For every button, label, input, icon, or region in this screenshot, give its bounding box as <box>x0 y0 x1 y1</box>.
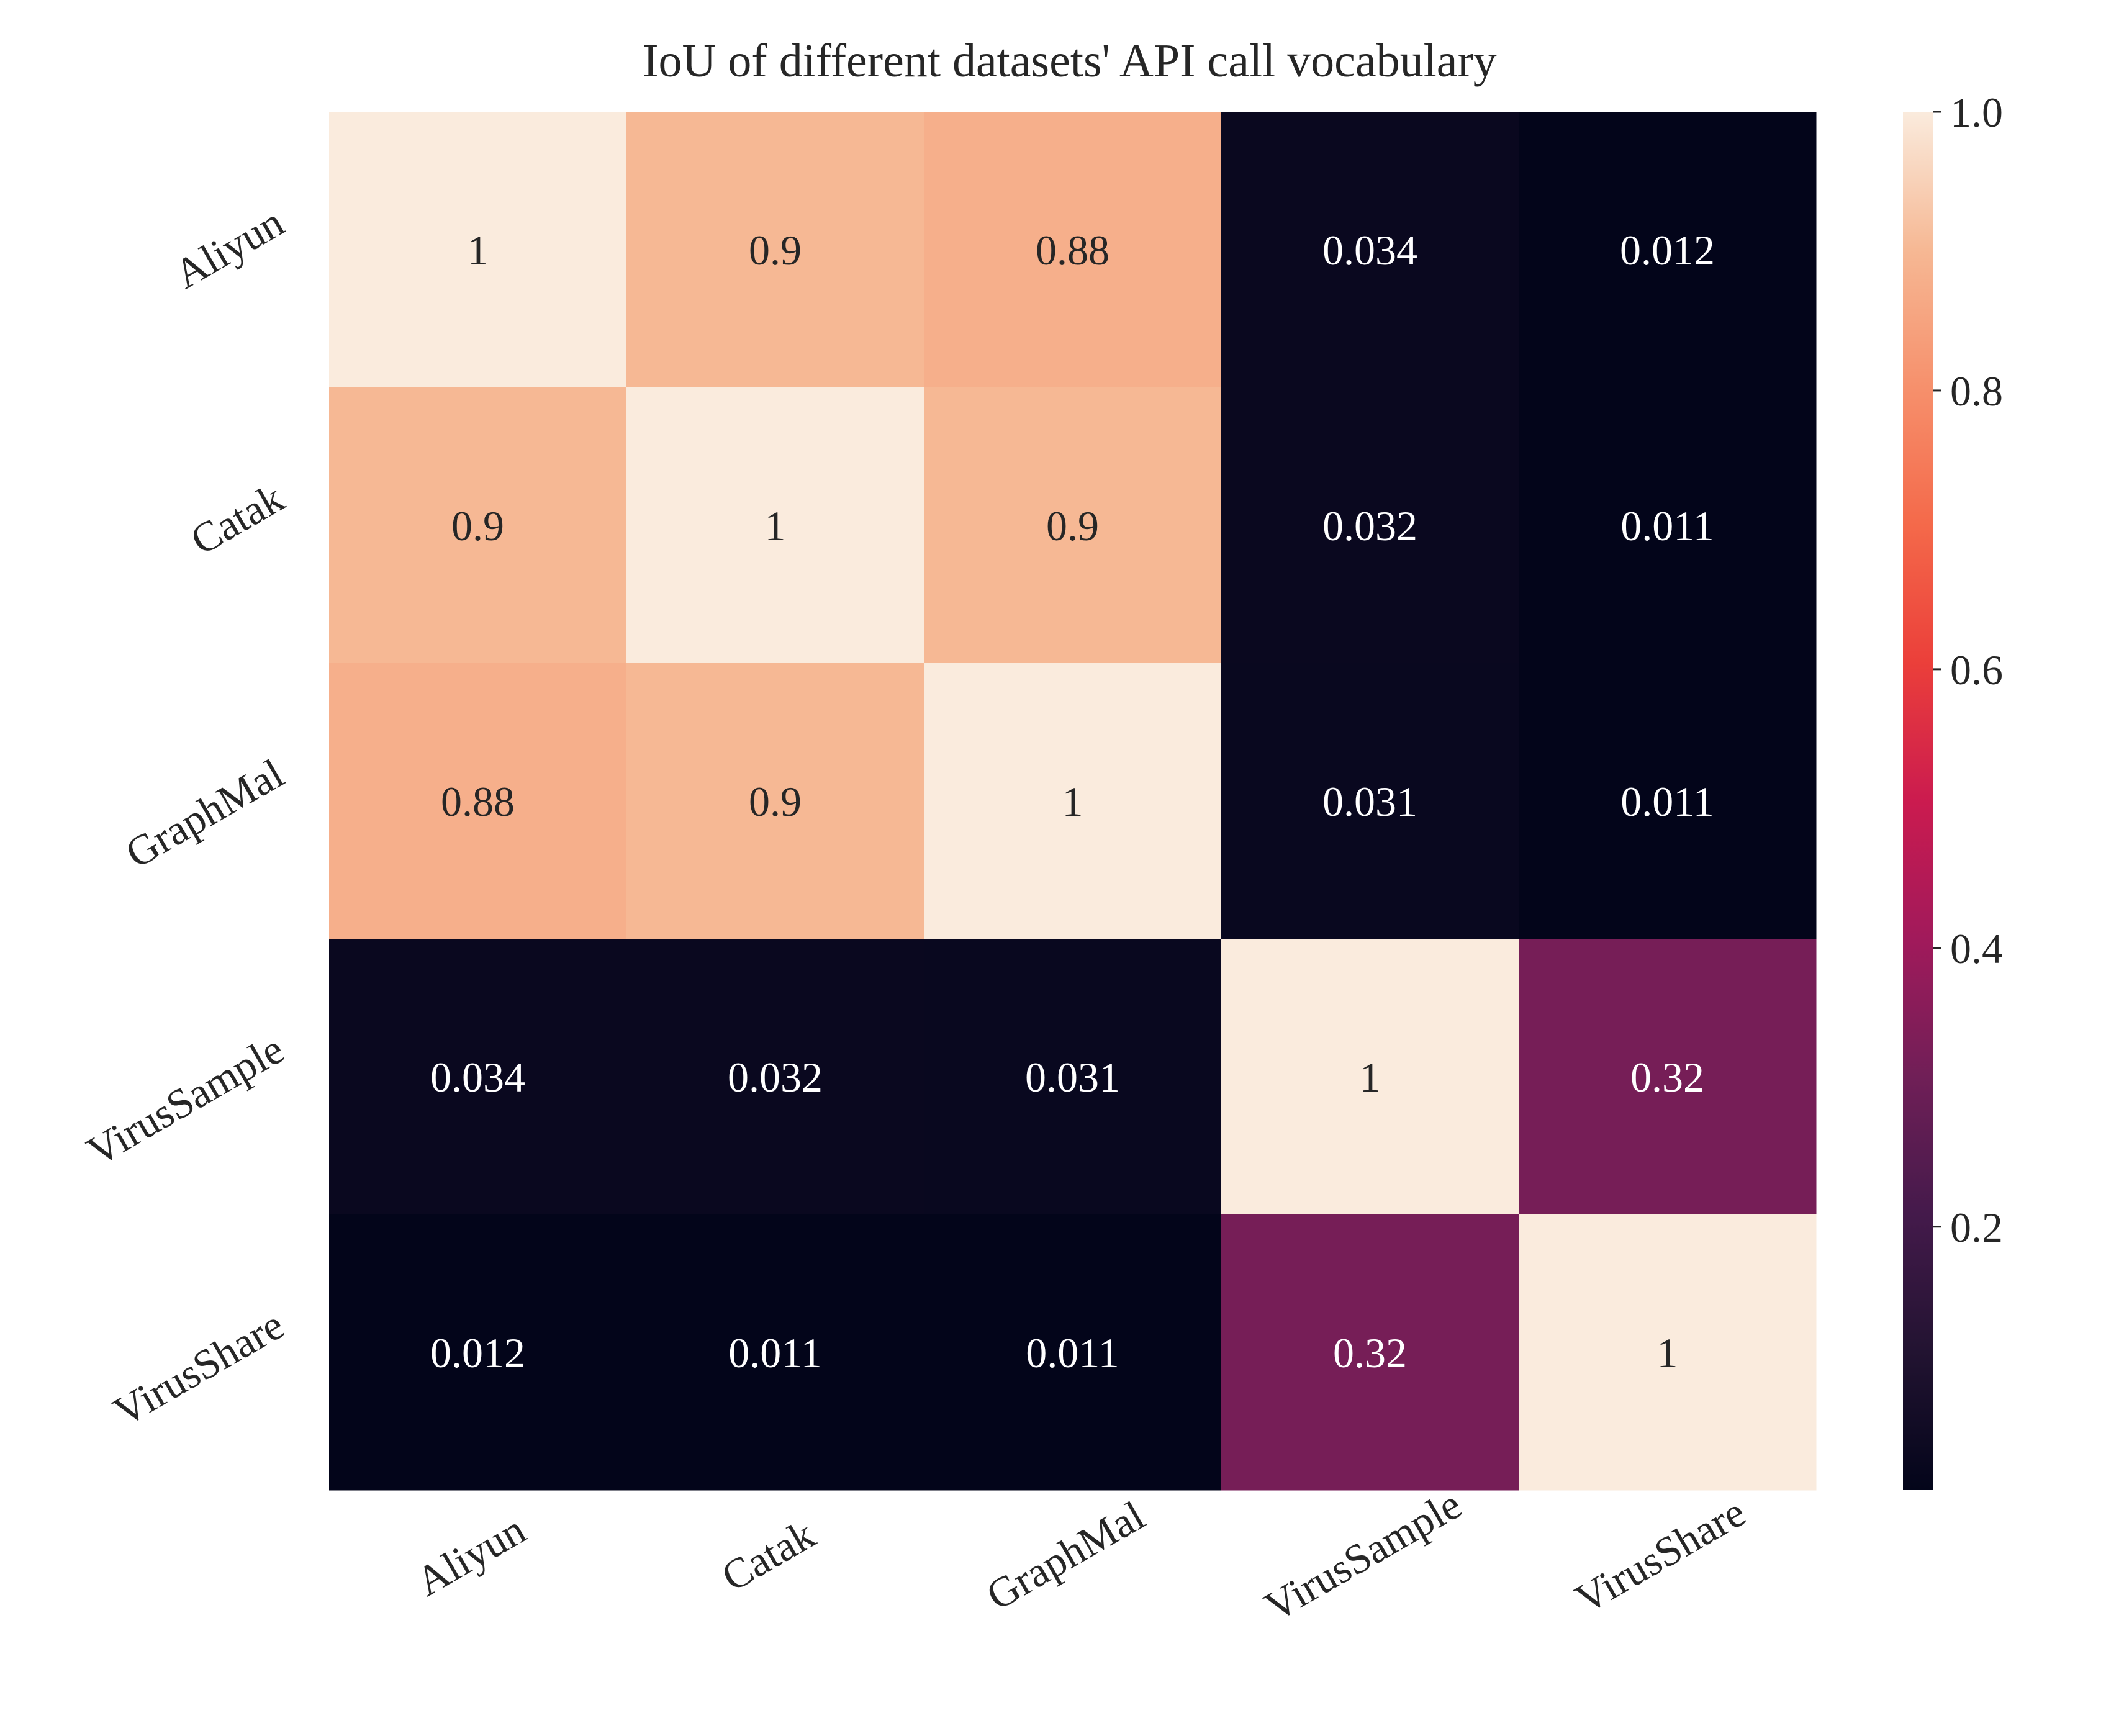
cell-value-label: 0.32 <box>1630 1054 1704 1101</box>
cell-value-label: 0.012 <box>1620 227 1715 274</box>
heatmap-cell <box>924 112 1222 388</box>
cell-value-label: 0.032 <box>1322 502 1417 549</box>
heatmap-cell <box>626 387 924 664</box>
heatmap-cell <box>924 939 1222 1215</box>
heatmap-cell <box>1519 1214 1817 1491</box>
cell-value-label: 0.012 <box>430 1329 525 1377</box>
heatmap-cell <box>924 663 1222 939</box>
heatmap-cell <box>626 112 924 388</box>
y-tick-label: Aliyun <box>166 198 292 297</box>
colorbar-gradient <box>1903 112 1933 1490</box>
heatmap-cell <box>1221 112 1519 388</box>
cell-value-label: 1 <box>1360 1054 1381 1101</box>
cell-value-label: 0.011 <box>1620 778 1714 825</box>
chart-title: IoU of different datasets' API call voca… <box>643 35 1497 87</box>
heatmap-cell <box>626 663 924 939</box>
cell-value-label: 0.9 <box>1046 502 1099 549</box>
heatmap-cell <box>626 939 924 1215</box>
heatmap-cells: 1 0.9 0.88 0.034 0.012 0.9 1 0.9 0.032 0.011 0.88 0… <box>329 112 1817 1491</box>
heatmap-cell <box>1221 1214 1519 1491</box>
heatmap-cell <box>924 1214 1222 1491</box>
y-tick-label: Catak <box>183 474 291 564</box>
cell-value-label: 0.9 <box>451 502 504 549</box>
colorbar-tick-label: 0.2 <box>1950 1204 2003 1251</box>
cell-value-label: 0.034 <box>1322 227 1417 274</box>
heatmap-cell <box>329 387 627 664</box>
cell-value-label: 1 <box>468 227 489 274</box>
cell-value-label: 0.011 <box>1026 1329 1119 1377</box>
colorbar-tick-label: 0.6 <box>1950 646 2003 694</box>
heatmap-cell <box>329 663 627 939</box>
heatmap-cell <box>329 939 627 1215</box>
heatmap-cell <box>1221 939 1519 1215</box>
x-tick-label: VirusSample <box>1257 1480 1469 1630</box>
cell-value-label: 0.88 <box>1036 227 1109 274</box>
y-tick-label: VirusSample <box>79 1025 292 1175</box>
cell-value-label: 0.9 <box>749 778 802 825</box>
cell-value-label: 1 <box>1062 778 1083 825</box>
colorbar-tick-label: 0.8 <box>1950 368 2003 415</box>
cell-value-label: 1 <box>765 502 786 549</box>
heatmap-cell <box>924 387 1222 664</box>
y-tick-label: GraphMal <box>117 749 291 877</box>
heatmap-cell <box>1519 112 1817 388</box>
x-tick-label: VirusShare <box>1567 1488 1753 1623</box>
colorbar-tick-label: 1.0 <box>1950 89 2003 136</box>
heatmap-cell <box>1221 387 1519 664</box>
cell-value-label: 0.034 <box>430 1054 525 1101</box>
heatmap-cell <box>1519 387 1817 664</box>
cell-value-label: 0.88 <box>441 778 515 825</box>
cell-value-label: 0.9 <box>749 227 802 274</box>
x-tick-label: GraphMal <box>978 1491 1152 1619</box>
heatmap-cell <box>1519 663 1817 939</box>
heatmap-cell <box>329 1214 627 1491</box>
cell-value-label: 0.031 <box>1025 1054 1120 1101</box>
cell-value-label: 0.011 <box>1620 502 1714 549</box>
y-tick-label: VirusShare <box>106 1301 291 1435</box>
heatmap-cell <box>1221 663 1519 939</box>
cell-value-label: 1 <box>1657 1329 1678 1377</box>
heatmap-cell <box>1519 939 1817 1215</box>
heatmap-cell <box>626 1214 924 1491</box>
x-tick-label: Catak <box>713 1511 822 1601</box>
heatmap-cell <box>329 112 627 388</box>
y-tick-labels: Aliyun Catak GraphMal VirusSample VirusShare <box>79 198 292 1435</box>
cell-value-label: 0.011 <box>728 1329 821 1377</box>
x-tick-label: Aliyun <box>408 1506 533 1605</box>
cell-value-label: 0.32 <box>1333 1329 1407 1377</box>
cell-value-label: 0.031 <box>1322 778 1417 825</box>
colorbar: 0.2 0.4 0.6 0.8 1.0 <box>1903 89 2003 1490</box>
x-tick-labels: Aliyun Catak GraphMal VirusSample VirusShare <box>408 1480 1753 1630</box>
cell-value-label: 0.032 <box>728 1054 823 1101</box>
colorbar-tick-label: 0.4 <box>1950 925 2003 972</box>
